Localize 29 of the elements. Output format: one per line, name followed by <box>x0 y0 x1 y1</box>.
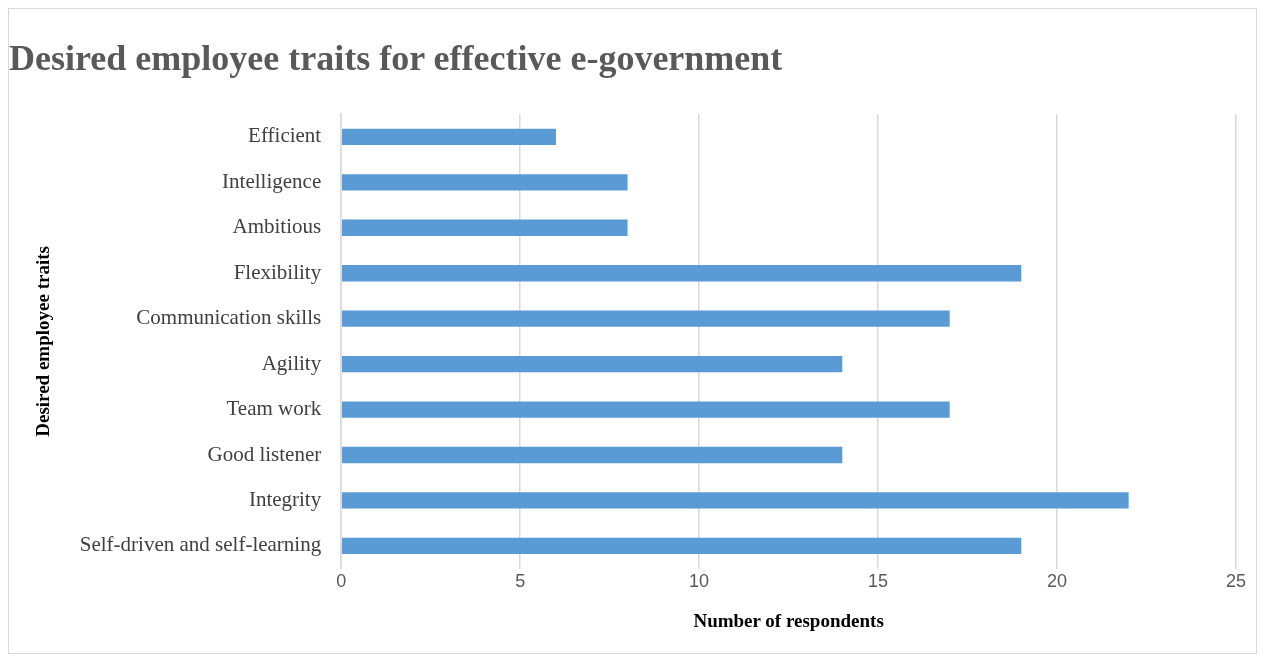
bar <box>341 310 950 327</box>
bar <box>341 219 628 236</box>
x-tick-label: 10 <box>689 571 710 592</box>
y-tick-label: Agility <box>261 350 322 375</box>
y-tick-label: Communication skills <box>136 305 322 330</box>
x-tick-label: 15 <box>868 571 889 592</box>
y-axis-title: Desired employee traits <box>32 246 54 437</box>
bar <box>341 492 1129 509</box>
bar <box>341 174 628 191</box>
bar <box>341 355 843 373</box>
x-tick-label: 25 <box>1225 571 1247 592</box>
x-axis-title: Number of respondents <box>693 609 884 631</box>
x-tick-label: 5 <box>515 571 526 592</box>
y-tick-label: Integrity <box>248 486 322 511</box>
bar <box>341 128 556 146</box>
bar <box>341 446 843 464</box>
y-tick-label: Flexibility <box>233 259 322 284</box>
y-tick-label: Efficient <box>248 123 322 148</box>
bar <box>341 265 1022 282</box>
x-tick-label: 0 <box>336 571 347 592</box>
y-tick-label: Good listener <box>207 441 322 466</box>
chart-title: Desired employee traits for effective e-government <box>9 37 783 78</box>
bar <box>341 401 950 418</box>
y-tick-label: Self-driven and self-learning <box>79 532 322 557</box>
bar <box>341 537 1022 555</box>
y-tick-label: Team work <box>226 396 322 421</box>
y-tick-label: Intelligence <box>222 168 322 193</box>
x-tick-label: 20 <box>1047 571 1068 592</box>
y-tick-label: Ambitious <box>232 214 322 239</box>
